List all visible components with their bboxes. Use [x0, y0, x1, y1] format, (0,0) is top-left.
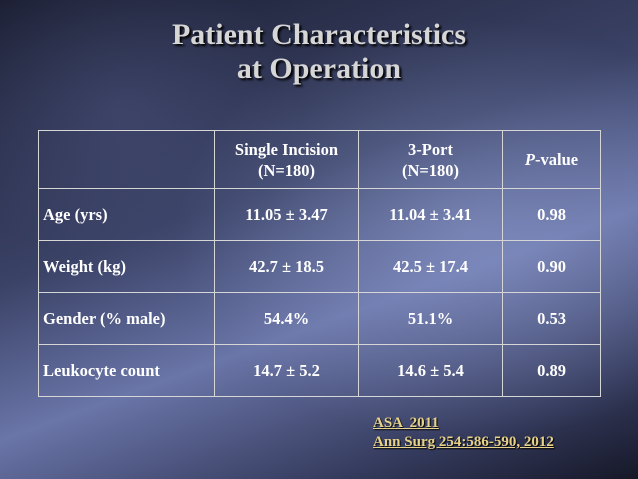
row-label: Leukocyte count — [38, 344, 215, 397]
cell-p-value: 0.53 — [502, 292, 601, 345]
cell-p-value: 0.90 — [502, 240, 601, 293]
header-3-port-label: 3-Port — [408, 139, 453, 159]
header-empty-cell — [38, 130, 215, 189]
cell-p-value: 0.98 — [502, 188, 601, 241]
cell-p-value: 0.89 — [502, 344, 601, 397]
cell-3-port: 11.04 ± 3.41 — [358, 188, 503, 241]
cell-3-port: 14.6 ± 5.4 — [358, 344, 503, 397]
header-single-incision: Single Incision (N=180) — [214, 130, 359, 189]
slide-title-line-2: at Operation — [236, 52, 402, 85]
table-header-row: Single Incision (N=180) 3-Port (N=180) P… — [38, 130, 601, 189]
header-p-rest: -value — [535, 150, 579, 169]
cell-3-port: 42.5 ± 17.4 — [358, 240, 503, 293]
header-p-value: P-value — [502, 130, 601, 189]
row-label: Gender (% male) — [38, 292, 215, 345]
cell-single-incision: 11.05 ± 3.47 — [214, 188, 359, 241]
slide-title-line-1: Patient Characteristics — [171, 18, 467, 51]
table-row: Gender (% male) 54.4% 51.1% 0.53 — [38, 292, 601, 345]
header-single-incision-label: Single Incision — [234, 139, 339, 159]
cell-single-incision: 54.4% — [214, 292, 359, 345]
patient-characteristics-table: Single Incision (N=180) 3-Port (N=180) P… — [38, 130, 601, 397]
header-single-incision-n: (N=180) — [257, 160, 316, 180]
table-row: Weight (kg) 42.7 ± 18.5 42.5 ± 17.4 0.90 — [38, 240, 601, 293]
citation: ASA 2011 Ann Surg 254:586-590, 2012 — [373, 414, 554, 452]
cell-single-incision: 42.7 ± 18.5 — [214, 240, 359, 293]
table-row: Leukocyte count 14.7 ± 5.2 14.6 ± 5.4 0.… — [38, 344, 601, 397]
table-row: Age (yrs) 11.05 ± 3.47 11.04 ± 3.41 0.98 — [38, 188, 601, 241]
row-label: Weight (kg) — [38, 240, 215, 293]
row-label: Age (yrs) — [38, 188, 215, 241]
slide-title: Patient Characteristics at Operation — [0, 18, 638, 86]
cell-3-port: 51.1% — [358, 292, 503, 345]
header-3-port: 3-Port (N=180) — [358, 130, 503, 189]
header-3-port-n: (N=180) — [401, 160, 460, 180]
citation-line-2: Ann Surg 254:586-590, 2012 — [373, 434, 554, 450]
cell-single-incision: 14.7 ± 5.2 — [214, 344, 359, 397]
header-p-italic: P — [524, 150, 535, 169]
citation-line-1: ASA 2011 — [373, 415, 439, 431]
